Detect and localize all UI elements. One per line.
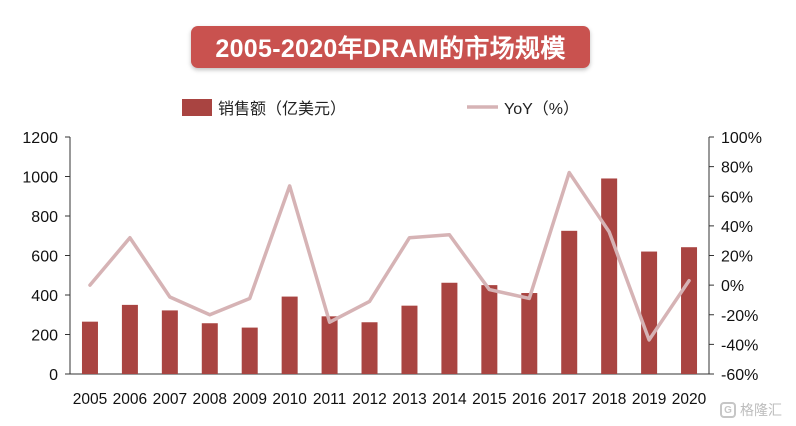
- legend: 销售额（亿美元） YoY（%）: [182, 99, 579, 118]
- right-tick-label: -20%: [721, 308, 758, 325]
- left-tick-label: 400: [31, 288, 58, 305]
- x-tick-label: 2014: [432, 391, 467, 408]
- x-tick-label: 2008: [193, 391, 227, 408]
- right-tick-label: 60%: [721, 189, 753, 206]
- right-tick-label: 100%: [721, 130, 762, 147]
- bar: [401, 305, 418, 374]
- right-tick-label: 40%: [721, 219, 753, 236]
- x-tick-label: 2007: [153, 391, 187, 408]
- bar: [561, 230, 578, 374]
- x-tick-label: 2015: [472, 391, 506, 408]
- right-axis-labels: -60% -40% -20% 0% 20% 40% 60% 80% 100%: [721, 130, 762, 384]
- chart-title: 2005-2020年DRAM的市场规模: [191, 26, 590, 68]
- left-tick-label: 800: [31, 209, 58, 226]
- x-axis-labels: 2005 2006 2007 2008 2009 2010 2011 2012 2013 2014…: [73, 391, 707, 408]
- x-tick-label: 2006: [113, 391, 147, 408]
- bar: [601, 178, 618, 374]
- bar: [361, 322, 378, 374]
- bar: [521, 293, 538, 374]
- bar: [321, 316, 338, 374]
- right-tick-label: 0%: [721, 278, 744, 295]
- x-tick-label: 2019: [632, 391, 666, 408]
- bar: [81, 321, 98, 374]
- bar-series: [81, 178, 698, 374]
- bar: [161, 310, 178, 374]
- bar: [481, 285, 498, 374]
- right-tick-label: -60%: [721, 367, 758, 384]
- g-logo-icon: G: [720, 402, 736, 418]
- bar: [241, 327, 258, 374]
- left-tick-label: 0: [49, 367, 58, 384]
- bar: [201, 323, 218, 374]
- bar: [281, 296, 298, 374]
- legend-line-label: YoY（%）: [504, 100, 579, 118]
- x-tick-label: 2005: [73, 391, 107, 408]
- yoy-line: [88, 170, 691, 342]
- right-tick-label: -40%: [721, 337, 758, 354]
- left-axis-labels: 0 200 400 600 800 1000 1200: [22, 130, 58, 384]
- bar: [641, 251, 658, 374]
- x-tick-label: 2020: [672, 391, 707, 408]
- bar: [441, 282, 458, 374]
- legend-bar-swatch: [182, 99, 212, 116]
- x-tick-label: 2012: [352, 391, 386, 408]
- bar: [681, 247, 698, 374]
- x-tick-label: 2017: [552, 391, 586, 408]
- left-tick-label: 1200: [22, 130, 58, 147]
- x-tick-label: 2011: [313, 391, 346, 408]
- x-tick-label: 2009: [232, 391, 266, 408]
- x-tick-label: 2018: [592, 391, 626, 408]
- watermark-text: 格隆汇: [740, 402, 782, 418]
- legend-bar-label: 销售额（亿美元）: [218, 100, 346, 118]
- left-tick-label: 200: [31, 328, 58, 345]
- right-tick-label: 20%: [721, 249, 753, 266]
- yoy-line-series: [88, 170, 691, 342]
- watermark: G 格隆汇: [720, 400, 782, 420]
- left-tick-label: 1000: [22, 170, 58, 187]
- bar: [121, 304, 138, 374]
- left-tick-label: 600: [31, 249, 58, 266]
- x-tick-label: 2013: [392, 391, 426, 408]
- x-tick-label: 2010: [272, 391, 307, 408]
- x-tick-label: 2016: [512, 391, 546, 408]
- right-tick-label: 80%: [721, 160, 753, 177]
